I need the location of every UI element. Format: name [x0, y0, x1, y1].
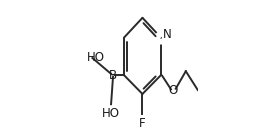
Text: N: N: [162, 28, 171, 41]
Text: O: O: [169, 84, 178, 97]
Text: B: B: [109, 69, 117, 82]
Text: F: F: [139, 117, 146, 130]
Text: HO: HO: [87, 51, 105, 64]
Text: HO: HO: [102, 107, 120, 120]
